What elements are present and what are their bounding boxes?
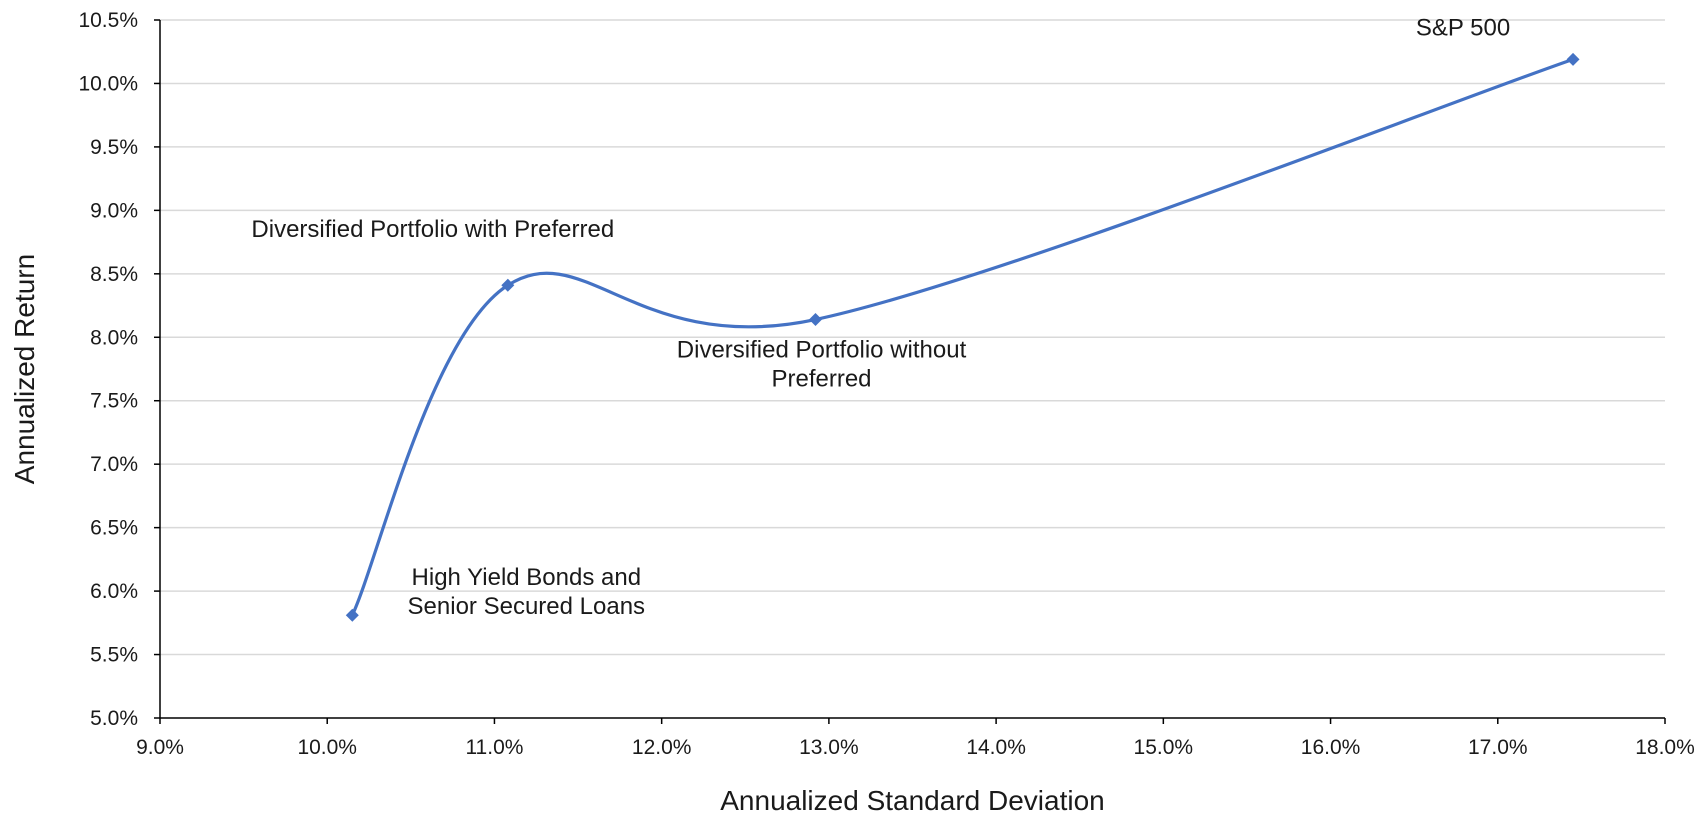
data-label: High Yield Bonds and Senior Secured Loans bbox=[408, 564, 646, 620]
y-tick-label: 7.0% bbox=[90, 453, 138, 476]
data-point bbox=[1566, 52, 1580, 66]
y-tick-label: 6.5% bbox=[90, 517, 138, 540]
axes bbox=[159, 20, 1665, 719]
y-tick-label: 8.5% bbox=[90, 263, 138, 286]
x-tick-label: 11.0% bbox=[465, 736, 523, 759]
x-tick-label: 10.0% bbox=[297, 736, 357, 759]
data-points bbox=[345, 52, 1580, 622]
y-tick-label: 5.0% bbox=[90, 707, 138, 730]
data-labels: High Yield Bonds and Senior Secured Loans… bbox=[251, 14, 1510, 620]
y-axis-title: Annualized Return bbox=[9, 254, 40, 484]
y-tick-label: 8.0% bbox=[90, 326, 138, 349]
x-tick-label: 13.0% bbox=[799, 736, 859, 759]
data-label: Diversified Portfolio without Preferred bbox=[677, 337, 967, 393]
y-tick-label: 10.0% bbox=[78, 72, 138, 95]
y-tick-label: 5.5% bbox=[90, 644, 138, 667]
gridlines bbox=[160, 19, 1665, 656]
y-tick-label: 6.0% bbox=[90, 580, 138, 603]
x-tick-labels: 9.0% 10.0% 11.0% 12.0% 13.0% 14.0% 15.0% 16.0% 1… bbox=[136, 718, 1695, 759]
x-tick-label: 12.0% bbox=[632, 736, 692, 759]
y-tick-label: 10.5% bbox=[78, 9, 138, 32]
x-tick-label: 15.0% bbox=[1134, 736, 1194, 759]
data-point bbox=[809, 313, 823, 327]
x-tick-label: 14.0% bbox=[966, 736, 1026, 759]
data-label: S&P 500 bbox=[1416, 14, 1510, 41]
y-tick-label: 9.0% bbox=[90, 199, 138, 222]
data-point bbox=[345, 608, 359, 622]
data-label: Diversified Portfolio with Preferred bbox=[251, 216, 614, 243]
data-point bbox=[501, 278, 515, 292]
series-line bbox=[350, 57, 1574, 616]
y-tick-label: 9.5% bbox=[90, 136, 138, 159]
y-tick-label: 7.5% bbox=[90, 390, 138, 413]
y-tick-labels: 5.0% 5.5% 6.0% 6.5% 7.0% 7.5% 8.0% 8.5% 9.0% 9.5%… bbox=[78, 9, 160, 730]
x-tick-label: 9.0% bbox=[136, 736, 184, 759]
x-axis-title: Annualized Standard Deviation bbox=[720, 785, 1104, 816]
x-tick-label: 17.0% bbox=[1468, 736, 1528, 759]
x-tick-label: 16.0% bbox=[1301, 736, 1361, 759]
x-tick-label: 18.0% bbox=[1635, 736, 1695, 759]
